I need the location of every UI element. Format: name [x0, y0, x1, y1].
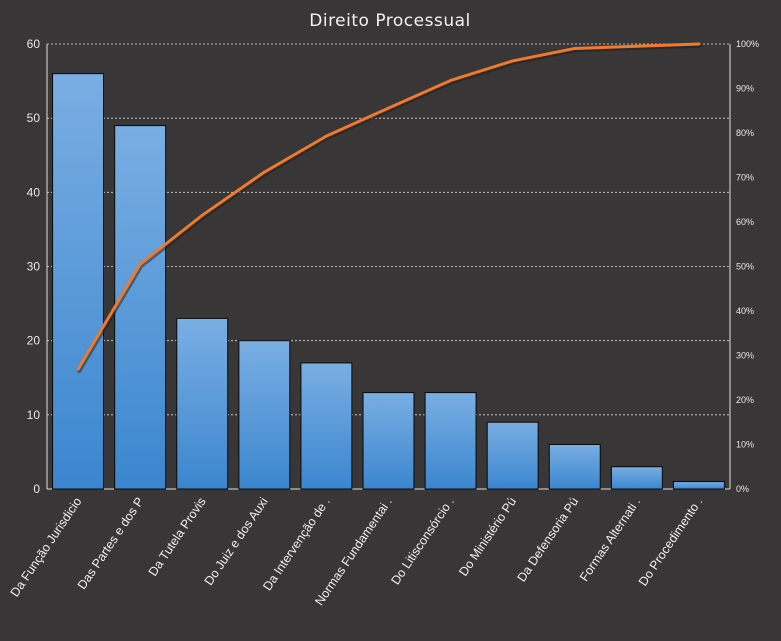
- y2-tick-label: 20%: [736, 395, 754, 405]
- y-tick-label: 60: [27, 37, 41, 51]
- bar: [362, 392, 415, 490]
- y2-tick-label: 50%: [736, 262, 754, 272]
- y-tick-label: 10: [27, 408, 41, 422]
- x-tick-label: Do Juiz e dos Auxi: [202, 495, 271, 588]
- y-tick-label: 0: [33, 482, 40, 496]
- y2-tick-label: 70%: [736, 173, 754, 183]
- bar: [610, 466, 663, 490]
- bar: [548, 444, 601, 490]
- bars: [52, 73, 725, 490]
- chart-title: Direito Processual: [309, 11, 471, 31]
- y2-tick-label: 10%: [736, 440, 754, 450]
- y-tick-label: 30: [27, 260, 41, 274]
- x-tick-label: Formas Alternati .: [577, 495, 643, 584]
- y-axis-ticks: 0 10 20 30 40 50 60: [27, 37, 41, 496]
- x-tick-label: Do Procedimento .: [636, 495, 706, 589]
- y2-tick-label: 80%: [736, 128, 754, 138]
- bar: [424, 392, 477, 490]
- cumulative-line-shadow: [76, 43, 703, 374]
- bar: [238, 340, 291, 490]
- x-tick-label: Da Tutela Provis: [146, 495, 209, 579]
- x-tick-label: Do Litisconsórcio .: [388, 495, 457, 587]
- bar: [672, 481, 725, 490]
- x-tick-label: Da Defensoria Pú: [514, 495, 581, 585]
- x-tick-label: Do Ministério Pú: [456, 495, 519, 579]
- y-tick-label: 40: [27, 185, 41, 199]
- bar: [486, 421, 539, 490]
- x-tick-label: Da Intervenção de .: [260, 495, 333, 593]
- bar: [300, 362, 353, 490]
- x-tick-label: Das Partes e dos P: [75, 495, 147, 592]
- y2-tick-label: 100%: [736, 39, 759, 49]
- y2-tick-label: 30%: [736, 351, 754, 361]
- x-tick-label: Da Função Jurisdicio: [8, 495, 85, 600]
- y2-tick-label: 90%: [736, 84, 754, 94]
- bar: [114, 125, 167, 490]
- y2-axis-ticks: 0% 10% 20% 30% 40% 50% 60% 70% 80% 90% 100%: [736, 39, 759, 494]
- y2-tick-label: 0%: [736, 484, 749, 494]
- cumulative-line: [76, 42, 703, 374]
- y2-tick-label: 40%: [736, 306, 754, 316]
- cumulative-percent-line: [76, 42, 701, 371]
- y-tick-label: 20: [27, 334, 41, 348]
- y2-tick-label: 60%: [736, 217, 754, 227]
- y-tick-label: 50: [27, 111, 41, 125]
- bar: [52, 73, 105, 490]
- bar: [176, 317, 229, 490]
